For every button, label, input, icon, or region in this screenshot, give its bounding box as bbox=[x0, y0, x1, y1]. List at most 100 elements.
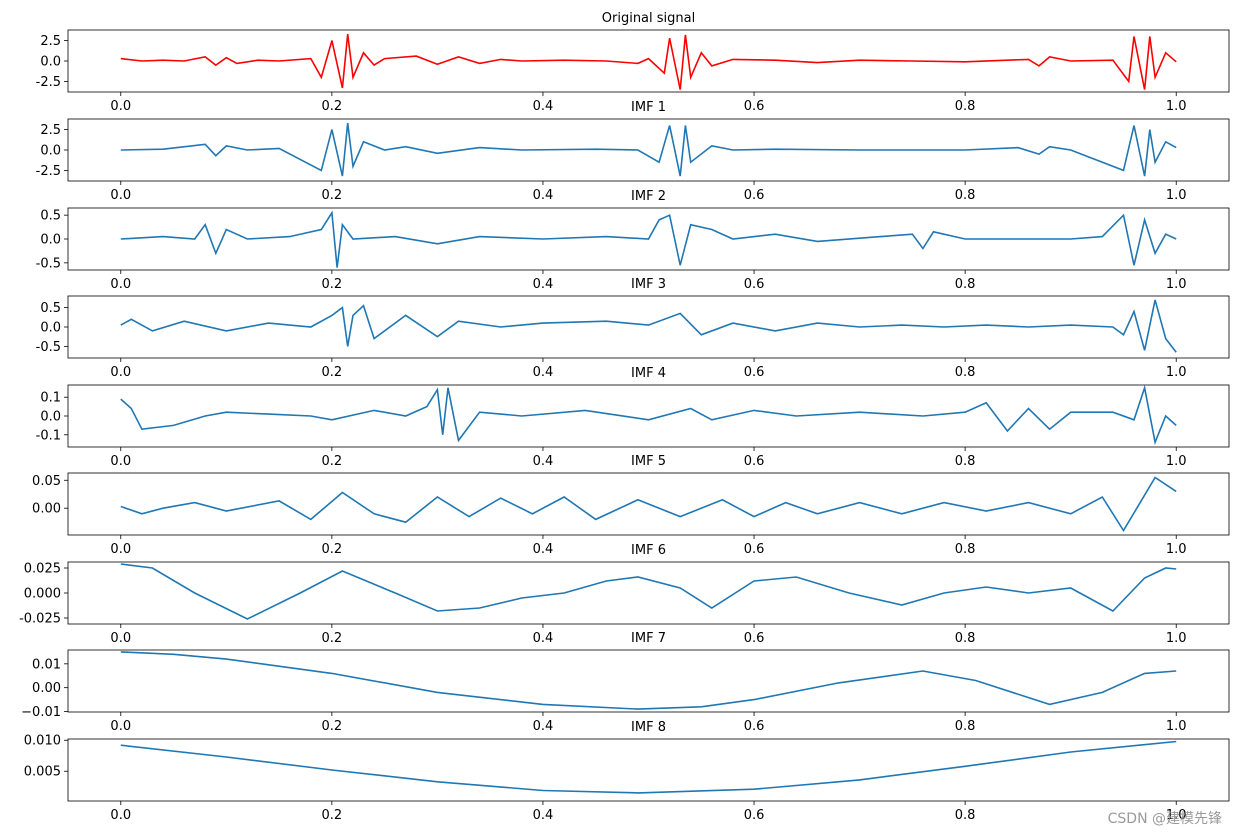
y-tick-label: 0.5 bbox=[40, 301, 61, 316]
x-tick-label: 0.6 bbox=[744, 631, 765, 646]
y-tick-label: -0.5 bbox=[36, 340, 61, 355]
y-tick-label: -2.5 bbox=[36, 164, 61, 179]
x-tick-label: 0.4 bbox=[533, 719, 554, 734]
y-tick-label: 0.00 bbox=[32, 681, 61, 696]
x-tick-label: 0.8 bbox=[955, 719, 976, 734]
y-tick-label: 0.025 bbox=[24, 562, 61, 577]
y-tick-label: 0.0 bbox=[40, 321, 61, 336]
y-tick-label: 2.5 bbox=[40, 34, 61, 49]
x-tick-label: 0.6 bbox=[744, 808, 765, 823]
subplot-2: IMF 2 0.0 0.2 0.4 0.6 0.8 1.0 0.5 0.0 -0.5 bbox=[36, 189, 1230, 292]
x-tick-label: 0.6 bbox=[744, 719, 765, 734]
subplot-3: IMF 3 0.0 0.2 0.4 0.6 0.8 1.0 0.5 0.0 -0.5 bbox=[36, 277, 1230, 380]
x-tick-label: 0.2 bbox=[322, 99, 343, 114]
subplot-6: IMF 6 0.0 0.2 0.4 0.6 0.8 1.0 0.025 0.000 -0.025 bbox=[19, 543, 1230, 646]
x-tick-label: 0.6 bbox=[744, 188, 765, 203]
x-tick-label: 0.0 bbox=[110, 542, 131, 557]
x-tick-label: 0.4 bbox=[533, 277, 554, 292]
subplot-title: IMF 3 bbox=[631, 277, 666, 292]
y-tick-label: 0.010 bbox=[24, 734, 61, 749]
series-line bbox=[120, 563, 1177, 620]
subplot-1: IMF 1 0.0 0.2 0.4 0.6 0.8 1.0 2.5 0.0 -2.5 bbox=[36, 100, 1230, 203]
y-tick-label: 0.01 bbox=[32, 657, 61, 672]
y-tick-label: -0.025 bbox=[19, 612, 61, 627]
y-tick-label: 0.0 bbox=[40, 410, 61, 425]
x-tick-label: 0.8 bbox=[955, 365, 976, 380]
y-tick-label: 2.5 bbox=[40, 123, 61, 138]
x-tick-label: 1.0 bbox=[1166, 542, 1187, 557]
x-tick-label: 0.4 bbox=[533, 99, 554, 114]
axes-frame bbox=[67, 561, 1230, 625]
x-tick-label: 0.4 bbox=[533, 808, 554, 823]
x-tick-label: 1.0 bbox=[1166, 454, 1187, 469]
x-tick-label: 0.6 bbox=[744, 277, 765, 292]
axes-frame bbox=[67, 738, 1230, 802]
subplot-title: IMF 2 bbox=[631, 189, 666, 204]
subplot-4: IMF 4 0.0 0.2 0.4 0.6 0.8 1.0 0.1 0.0 -0.1 bbox=[36, 366, 1230, 469]
y-tick-label: 0.0 bbox=[40, 144, 61, 159]
x-tick-label: 0.2 bbox=[322, 365, 343, 380]
subplot-title: IMF 8 bbox=[631, 720, 666, 735]
x-tick-label: 1.0 bbox=[1166, 188, 1187, 203]
x-tick-label: 0.6 bbox=[744, 454, 765, 469]
x-tick-label: 0.8 bbox=[955, 808, 976, 823]
x-tick-label: 1.0 bbox=[1166, 808, 1187, 823]
subplot-title: IMF 1 bbox=[631, 100, 666, 115]
series-line bbox=[120, 123, 1177, 177]
y-tick-label: 0.0 bbox=[40, 233, 61, 248]
x-tick-label: 0.4 bbox=[533, 365, 554, 380]
x-tick-label: 0.6 bbox=[744, 365, 765, 380]
axes-frame bbox=[67, 649, 1230, 713]
x-tick-label: 1.0 bbox=[1166, 277, 1187, 292]
subplot-7: IMF 7 0.0 0.2 0.4 0.6 0.8 1.0 0.01 0.00 −0.01 bbox=[21, 631, 1230, 734]
x-tick-label: 0.4 bbox=[533, 631, 554, 646]
x-tick-label: 0.2 bbox=[322, 719, 343, 734]
x-tick-label: 0.8 bbox=[955, 99, 976, 114]
x-tick-label: 0.2 bbox=[322, 454, 343, 469]
x-tick-label: 1.0 bbox=[1166, 631, 1187, 646]
x-tick-label: 0.8 bbox=[955, 188, 976, 203]
y-tick-label: -2.5 bbox=[36, 75, 61, 90]
x-tick-label: 0.0 bbox=[110, 99, 131, 114]
x-tick-label: 1.0 bbox=[1166, 365, 1187, 380]
y-tick-label: 0.00 bbox=[32, 502, 61, 517]
y-tick-label: 0.000 bbox=[24, 587, 61, 602]
x-tick-label: 0.0 bbox=[110, 188, 131, 203]
axes-frame bbox=[67, 472, 1230, 536]
axes-frame bbox=[67, 295, 1230, 359]
x-tick-label: 0.2 bbox=[322, 808, 343, 823]
x-tick-label: 0.8 bbox=[955, 454, 976, 469]
axes-frame bbox=[67, 384, 1230, 448]
y-tick-label: -0.1 bbox=[36, 428, 61, 443]
y-tick-label: 0.0 bbox=[40, 55, 61, 70]
y-tick-label: 0.05 bbox=[32, 474, 61, 489]
x-tick-label: 0.0 bbox=[110, 719, 131, 734]
x-tick-label: 0.6 bbox=[744, 542, 765, 557]
axes-frame bbox=[67, 29, 1230, 93]
series-line bbox=[120, 385, 1177, 446]
watermark: CSDN @建模先锋 bbox=[1107, 811, 1222, 827]
x-tick-label: 0.2 bbox=[322, 542, 343, 557]
x-tick-label: 0.8 bbox=[955, 542, 976, 557]
subplot-title: IMF 5 bbox=[631, 454, 666, 469]
x-tick-label: 0.0 bbox=[110, 365, 131, 380]
x-tick-label: 0.6 bbox=[744, 99, 765, 114]
x-tick-label: 0.0 bbox=[110, 454, 131, 469]
subplot-0: Original signal 0.0 0.2 0.4 0.6 0.8 1.0 2.5 0.0 -… bbox=[36, 11, 1230, 114]
series-line bbox=[120, 299, 1177, 353]
y-tick-label: 0.005 bbox=[24, 765, 61, 780]
subplot-8: IMF 8 0.0 0.2 0.4 0.6 0.8 1.0 0.010 0.005 bbox=[24, 720, 1230, 823]
series-line bbox=[120, 740, 1177, 794]
x-tick-label: 0.2 bbox=[322, 188, 343, 203]
subplot-title: IMF 4 bbox=[631, 366, 666, 381]
x-tick-label: 0.2 bbox=[322, 277, 343, 292]
x-tick-label: 0.0 bbox=[110, 808, 131, 823]
x-tick-label: 1.0 bbox=[1166, 99, 1187, 114]
subplot-5: IMF 5 0.0 0.2 0.4 0.6 0.8 1.0 0.05 0.00 bbox=[32, 454, 1230, 557]
y-tick-label: -0.5 bbox=[36, 256, 61, 271]
x-tick-label: 0.2 bbox=[322, 631, 343, 646]
series-line bbox=[120, 34, 1177, 90]
axes-frame bbox=[67, 118, 1230, 182]
subplot-title: IMF 6 bbox=[631, 543, 666, 558]
series-line bbox=[120, 651, 1177, 710]
